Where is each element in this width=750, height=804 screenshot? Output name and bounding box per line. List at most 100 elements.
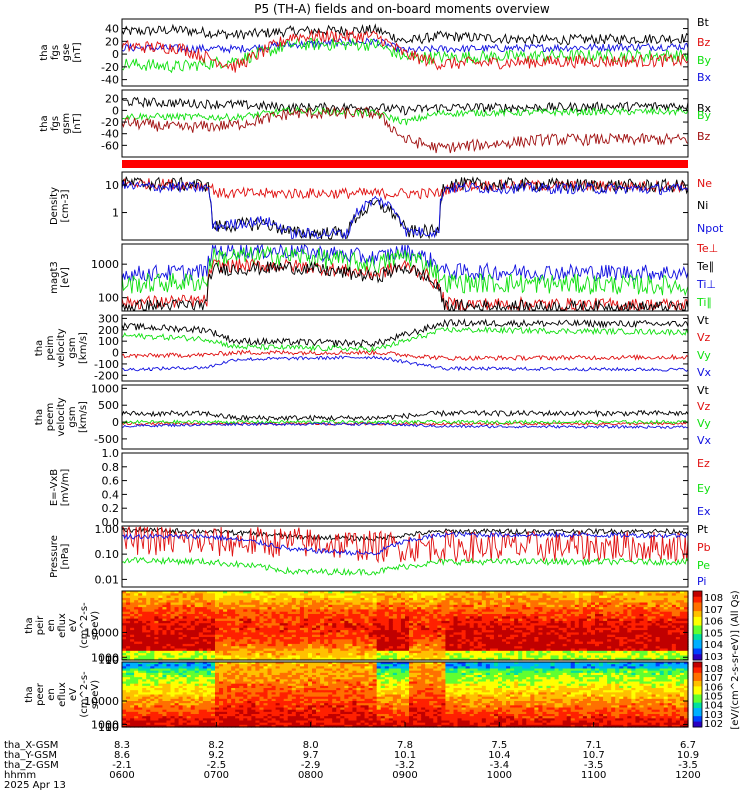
y-tick-label: 0.6: [102, 475, 120, 488]
panel-frame: [122, 315, 688, 381]
colorbar-tick-label: 106: [704, 617, 723, 628]
colorbar-segment: [693, 620, 702, 623]
y-axis-label-line: gsm: [61, 113, 72, 134]
y-tick-label: 1000: [91, 258, 119, 271]
y-axis-label-line: [nPa]: [60, 543, 71, 569]
series-line-Pb: [122, 527, 688, 562]
y-axis-label-line: gse: [61, 44, 72, 62]
legend-Vt: Vt: [697, 384, 710, 397]
legend-Ni: Ni: [697, 199, 708, 212]
y-axis-label-line: peim: [45, 335, 56, 360]
series-line-Vt: [122, 320, 688, 347]
y-axis-label-line: [nT]: [72, 113, 83, 133]
y-axis-label-line: [cm-3]: [60, 189, 71, 222]
y-tick-label: 0.4: [102, 488, 120, 501]
y-tick-label: -40: [101, 74, 119, 87]
y-axis-label-line: gsm: [67, 406, 78, 427]
y-tick-label: 10: [105, 654, 119, 667]
colorbar-tick-label: 108: [704, 593, 723, 604]
colorbar-segment: [693, 608, 702, 611]
legend-Ex: Ex: [697, 505, 711, 518]
y-axis-label-line: E=-VxB: [49, 469, 60, 506]
colorbar-segment: [693, 626, 702, 629]
legend-Ti⊥: Ti⊥: [696, 278, 716, 291]
y-axis-label-line: tha: [34, 409, 45, 425]
legend-Vx: Vx: [697, 434, 712, 447]
legend-Bz: Bz: [697, 36, 711, 49]
y-axis-label-line: tha: [39, 115, 50, 131]
legend-Bt: Bt: [697, 16, 710, 29]
y-tick-label: -20: [101, 61, 119, 74]
legend-Ey: Ey: [697, 482, 711, 495]
series-line-By: [122, 107, 688, 125]
legend-Vz: Vz: [697, 331, 711, 344]
legend-Pt: Pt: [697, 523, 709, 536]
y-tick-label: -60: [101, 139, 119, 152]
y-tick-label: 0.01: [95, 573, 120, 586]
y-axis-label-line: velocity: [56, 328, 67, 367]
series-line-Vt: [122, 411, 688, 421]
colorbar-segment: [693, 597, 702, 600]
legend-By: By: [697, 54, 712, 67]
y-tick-label: 0.2: [102, 502, 120, 515]
series-line-Vy: [122, 327, 688, 351]
colorbar-segment: [693, 649, 702, 652]
y-axis-label-line: fgs: [50, 116, 61, 131]
legend-Pb: Pb: [697, 541, 711, 554]
y-axis-label-line: eV: [68, 619, 79, 632]
plot-title: P5 (TH-A) fields and on-board moments ov…: [254, 2, 550, 16]
y-axis-label-line: velocity: [56, 397, 67, 436]
colorbar-tick-label: 104: [704, 640, 723, 651]
colorbar-segment: [693, 614, 702, 617]
series-line-Vz: [122, 350, 688, 360]
colorbar-segment: [693, 654, 702, 657]
legend-Ez: Ez: [697, 457, 710, 470]
y-axis-label-line: [mV/m]: [60, 469, 71, 507]
colorbar-segment: [693, 631, 702, 634]
y-axis-label-line: [km/s]: [78, 332, 89, 364]
y-tick-label: 1.0: [102, 447, 120, 460]
legend-Vz: Vz: [697, 400, 711, 413]
y-axis-label-line: [eV]: [60, 267, 71, 288]
colorbar-segment: [693, 643, 702, 646]
y-axis-label-line: fgs: [50, 45, 61, 60]
y-tick-label: -200: [94, 369, 119, 382]
series-line-Bx: [122, 98, 688, 115]
legend-Pi: Pi: [697, 575, 706, 588]
y-axis-label-line: tha: [39, 44, 50, 60]
y-axis-label-line: gsm: [67, 337, 78, 358]
y-axis-label-line: magt3: [49, 261, 60, 294]
y-axis-label-line: tha: [24, 617, 35, 633]
y-axis-label-line: en: [46, 619, 57, 632]
y-axis-label-line: Density: [49, 187, 60, 225]
y-axis-label-line: peem: [45, 403, 56, 431]
y-axis-label-line: Pressure: [49, 535, 60, 578]
legend-By: By: [697, 109, 712, 122]
y-tick-label: 0: [112, 416, 119, 429]
colorbar-segment: [693, 591, 702, 594]
legend-Bx: Bx: [697, 71, 712, 84]
colorbar-segment: [693, 637, 702, 640]
colorbar-tick-label: 103: [704, 652, 723, 663]
y-axis-label-line: [km/s]: [78, 401, 89, 433]
y-axis-label-line: [nT]: [72, 42, 83, 62]
y-axis-label-line: eflux: [57, 613, 68, 638]
y-tick-label: 0: [112, 48, 119, 61]
y-tick-label: 1.00: [95, 523, 120, 536]
legend-Vy: Vy: [697, 349, 711, 362]
legend-Pe: Pe: [697, 559, 710, 572]
legend-Vy: Vy: [697, 417, 711, 430]
series-line-Bt: [122, 25, 688, 45]
y-axis-label-line: (cm^2-s-: [79, 602, 90, 649]
